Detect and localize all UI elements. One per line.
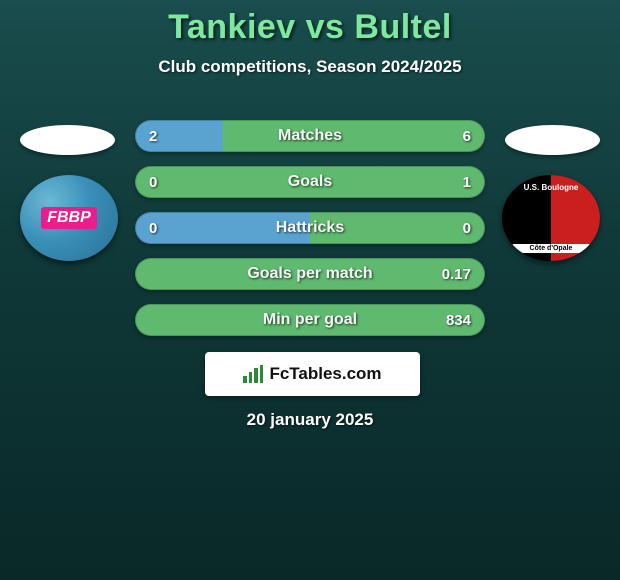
flag-right-stripe-3 [568,125,600,155]
flag-left-stripe-3 [83,125,115,155]
stat-label: Min per goal [135,311,485,329]
date: 20 january 2025 [0,410,620,430]
title: Tankiev vs Bultel [0,0,620,47]
flag-left-stripe-1 [20,125,52,155]
stat-right-value: 0 [463,220,471,237]
stat-row: 0Goals1 [135,166,485,198]
stat-label: Goals per match [135,265,485,283]
subtitle: Club competitions, Season 2024/2025 [0,57,620,77]
stat-label: Matches [135,127,485,145]
stat-row: Goals per match0.17 [135,258,485,290]
flag-left-stripe-2 [52,125,84,155]
club-badge-right-top: U.S. Boulogne [502,183,600,192]
stat-row: 0Hattricks0 [135,212,485,244]
stat-row: Min per goal834 [135,304,485,336]
stat-row: 2Matches6 [135,120,485,152]
club-badge-right: U.S. Boulogne Côte d'Opale [502,175,600,261]
stat-right-value: 6 [463,128,471,145]
flag-right-stripe-2 [537,125,569,155]
club-badge-left-text: FBBP [41,207,97,229]
comparison-card: Tankiev vs Bultel Club competitions, Sea… [0,0,620,580]
stat-right-value: 834 [446,312,471,329]
flag-right-stripe-1 [505,125,537,155]
brand-box: FcTables.com [205,352,420,396]
club-badge-right-bottom: Côte d'Opale [512,244,590,253]
stats-block: 2Matches60Goals10Hattricks0Goals per mat… [135,120,485,350]
club-badge-left: FBBP [20,175,118,261]
flag-right [505,125,600,155]
brand-text: FcTables.com [269,364,381,384]
stat-right-value: 1 [463,174,471,191]
stat-label: Hattricks [135,219,485,237]
stat-label: Goals [135,173,485,191]
stat-right-value: 0.17 [442,266,471,283]
chart-icon [243,365,263,383]
flag-left [20,125,115,155]
